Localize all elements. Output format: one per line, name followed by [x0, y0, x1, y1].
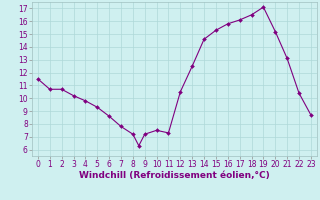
X-axis label: Windchill (Refroidissement éolien,°C): Windchill (Refroidissement éolien,°C) — [79, 171, 270, 180]
